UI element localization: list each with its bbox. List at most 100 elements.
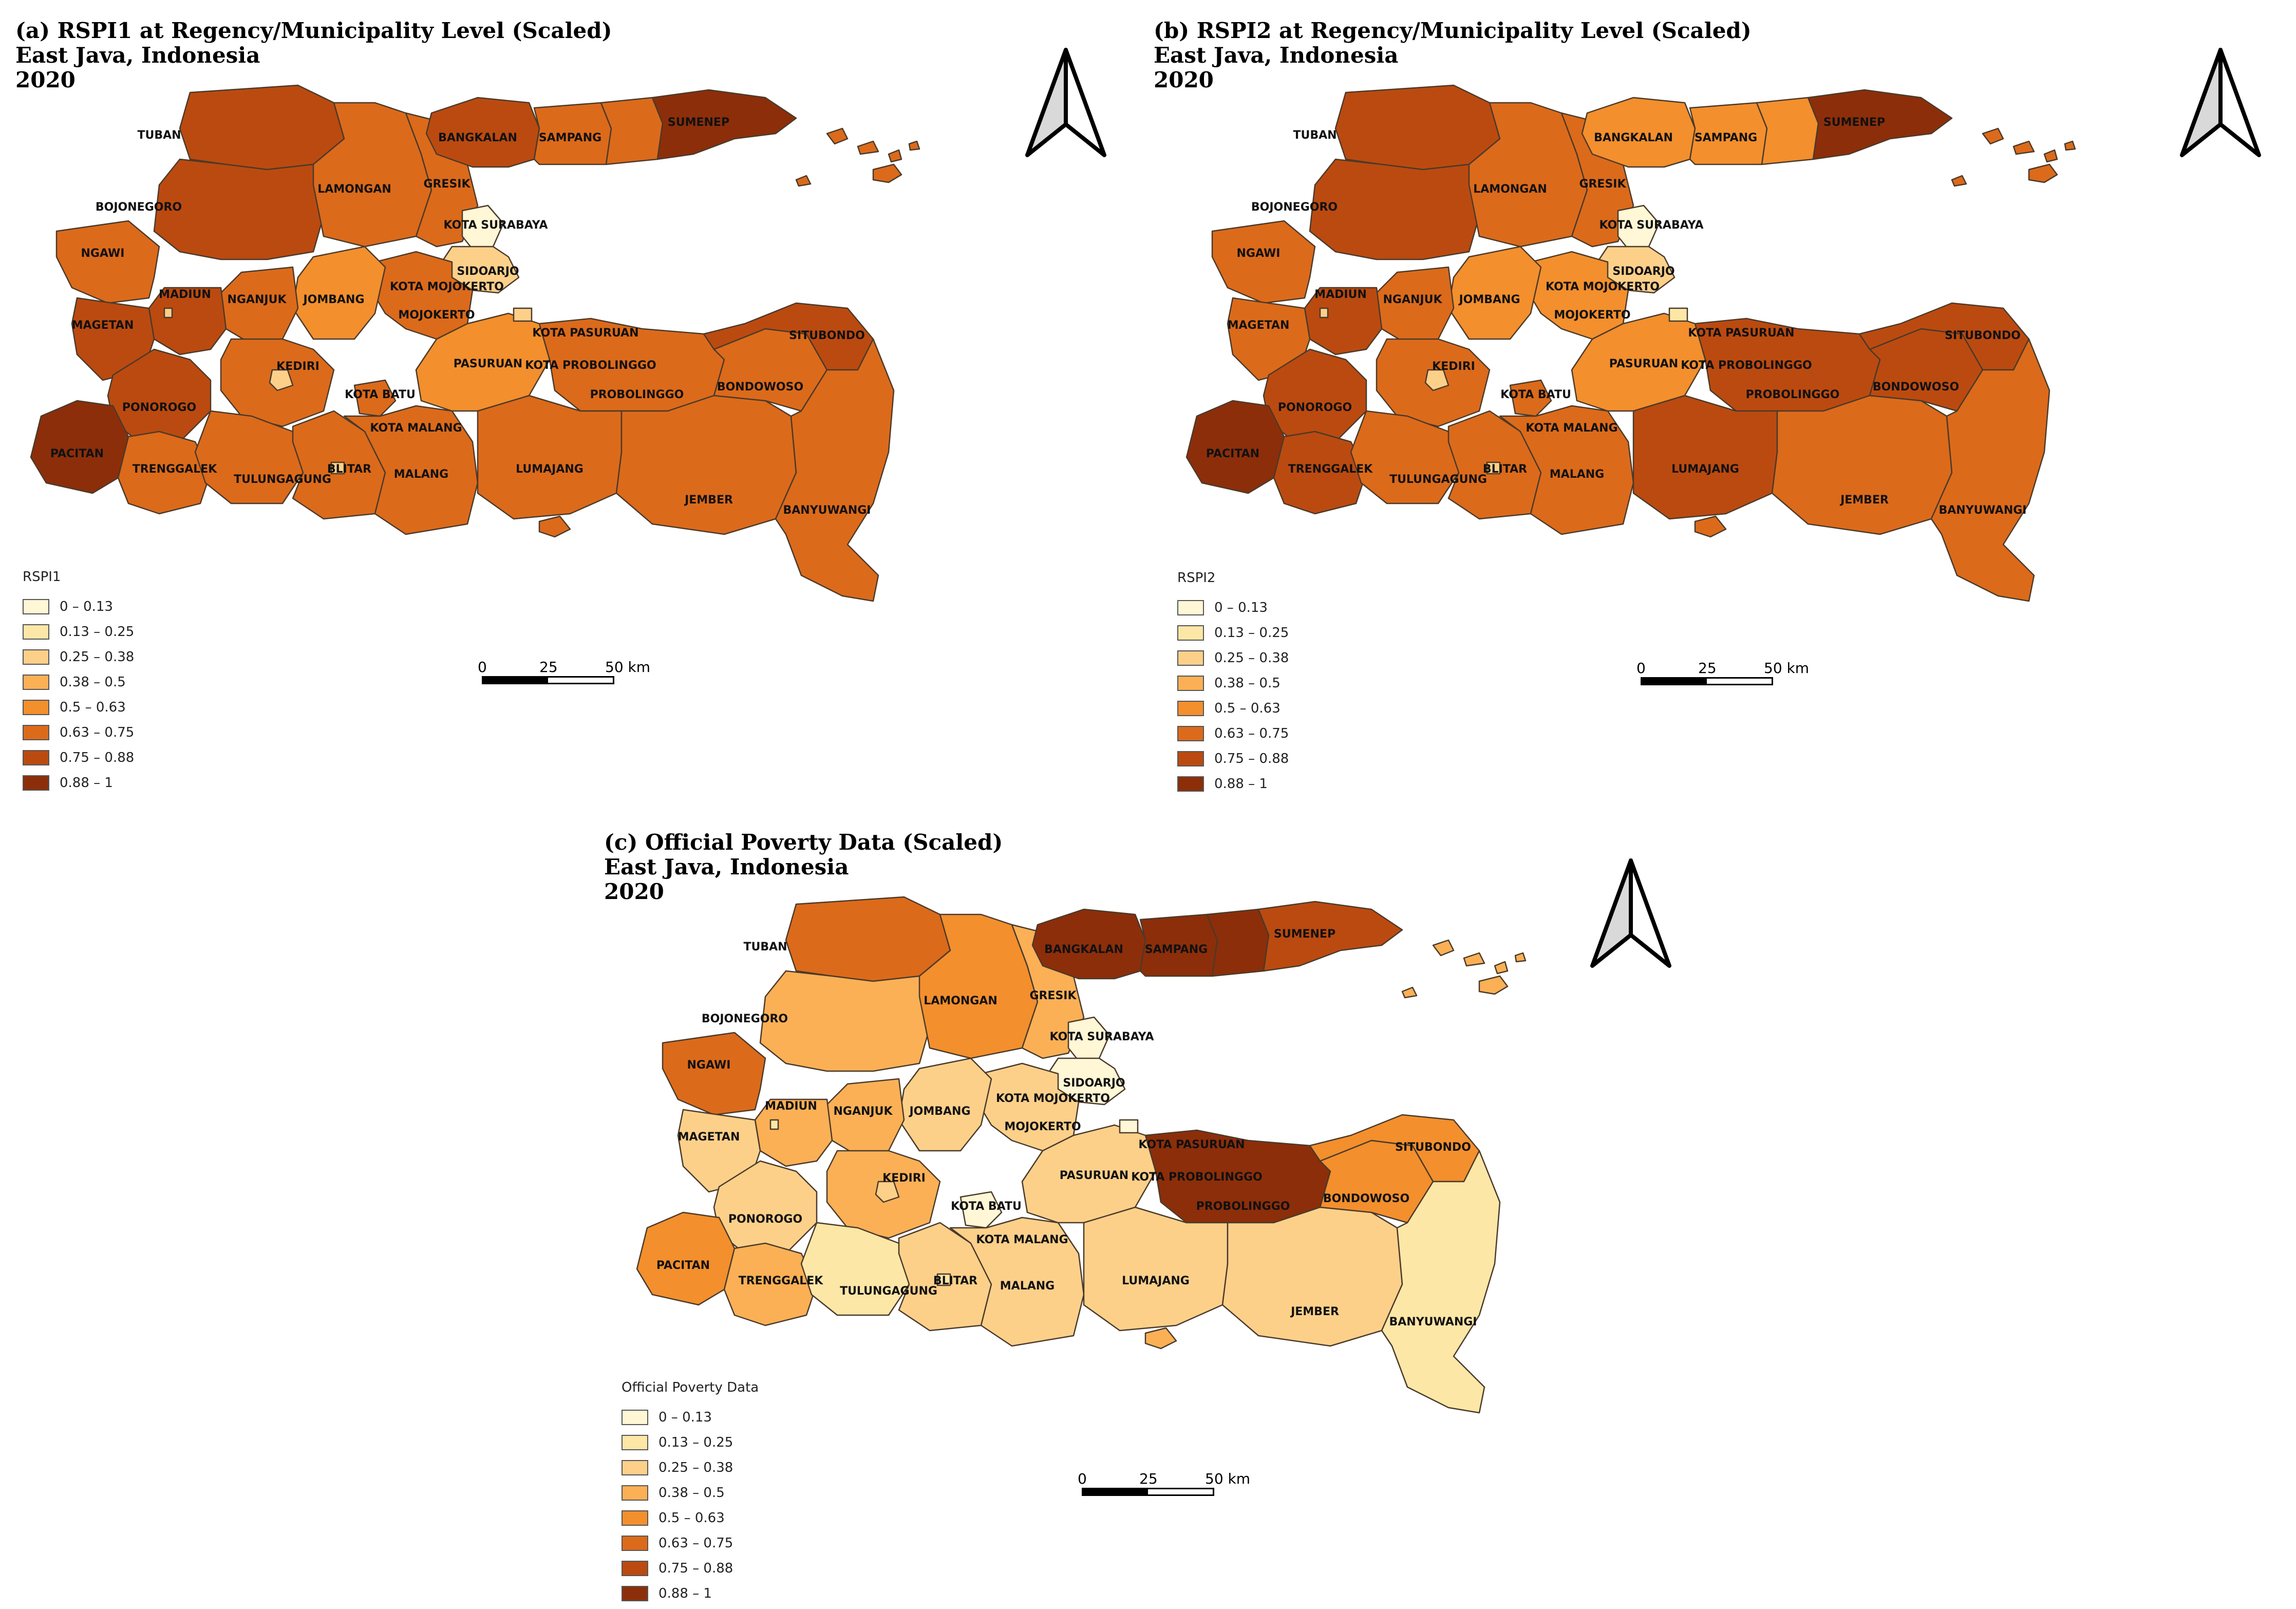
legend-item: 0.63 – 0.75 (1177, 721, 1289, 746)
region-malang (343, 405, 479, 535)
region-label: PONOROGO (728, 1213, 802, 1226)
region-label: TUBAN (743, 941, 787, 953)
legend-item: 0.75 – 0.88 (622, 1556, 759, 1581)
region-label: JOMBANG (1458, 293, 1520, 306)
region-label: PASURUAN (454, 358, 522, 370)
region-jombang (292, 246, 386, 340)
region-label: MADIUN (1314, 288, 1367, 301)
title-line-1: (a) RSPI1 at Regency/Municipality Level … (15, 18, 612, 43)
scale-label-mid: 25 (1698, 660, 1717, 677)
region-label: KEDIRI (1432, 360, 1475, 373)
region-label: BONDOWOSO (717, 381, 803, 394)
region-kota-blitar (1486, 461, 1501, 475)
region-pacitan (1185, 400, 1285, 494)
legend-swatch (622, 1510, 648, 1526)
scale-label-end: 50 km (605, 659, 651, 676)
region-label: JOMBANG (302, 293, 364, 306)
region-label: MAGETAN (678, 1131, 740, 1144)
legend-swatch (1177, 625, 1204, 641)
region-label: BANGKALAN (1594, 132, 1673, 144)
choropleth-map: TUBAN BOJONEGORO LAMONGAN GRESIK KOTA SURABA… (636, 896, 1527, 1414)
region-label: KOTA BATU (1500, 388, 1571, 401)
region-bojonegoro (1309, 158, 1480, 260)
region-jember (1771, 395, 1953, 535)
region-label: BOJONEGORO (1251, 201, 1338, 214)
legend-item: 0.25 – 0.38 (622, 1455, 759, 1480)
region-label: KOTA PASURUAN (1688, 327, 1794, 340)
region-label: BANGKALAN (438, 132, 517, 144)
region-label: SUMENEP (1274, 928, 1335, 941)
region-label: MAGETAN (1228, 319, 1290, 332)
region-kota-madiun (1319, 307, 1329, 319)
panel-b: (b) RSPI2 at Regency/Municipality Level … (1151, 0, 2296, 801)
legend-label: 0.25 – 0.38 (658, 1460, 733, 1475)
legend-label: 0.25 – 0.38 (1214, 650, 1289, 666)
region-lamongan (312, 102, 432, 248)
region-kota-madiun (163, 307, 173, 319)
region-label: SAMPANG (1695, 132, 1757, 144)
region-kota-blitar (330, 461, 345, 475)
region-kota-blitar (936, 1273, 951, 1286)
region-label: SITUBONDO (789, 329, 865, 342)
region-trenggalek (117, 431, 212, 515)
legend-item: 0.5 – 0.63 (622, 1505, 759, 1530)
legend-label: 0.63 – 0.75 (658, 1535, 733, 1551)
region-label: JEMBER (1290, 1305, 1339, 1318)
region-label: TULUNGAGUNG (1389, 473, 1487, 486)
legend-swatch (23, 699, 49, 715)
legend-label: 0.13 – 0.25 (1214, 625, 1289, 641)
region-kota-batu (959, 1191, 1003, 1229)
panel-a: (a) RSPI1 at Regency/Municipality Level … (0, 0, 1145, 801)
legend-swatch (23, 775, 49, 791)
region-label: NGAWI (1237, 247, 1281, 260)
legend: RSPI1 0 – 0.13 0.13 – 0.25 0.25 – 0.38 0.38… (23, 569, 134, 795)
region-label: PACITAN (656, 1259, 710, 1272)
region-trenggalek (1273, 431, 1367, 515)
legend-swatch (23, 674, 49, 690)
region-label: LAMONGAN (1473, 183, 1547, 196)
region-kota-kediri (875, 1181, 900, 1203)
region-label: JEMBER (684, 494, 733, 507)
region-label: SIDOARJO (457, 265, 519, 278)
region-label: PROBOLINGGO (590, 388, 684, 401)
region-label: MOJOKERTO (398, 309, 475, 322)
region-label: BANYUWANGI (783, 504, 871, 517)
legend-item: 0.88 – 1 (23, 770, 134, 795)
north-arrow-icon (1025, 48, 1106, 157)
region-kota-batu (353, 379, 397, 417)
legend-item: 0.88 – 1 (1177, 771, 1289, 796)
region-tuban (1334, 84, 1501, 171)
region-sumenep (651, 89, 797, 160)
legend-swatch (1177, 650, 1204, 666)
scale-label-end: 50 km (1205, 1470, 1251, 1487)
region-island2 (1144, 1327, 1177, 1350)
region-label: TUBAN (137, 129, 181, 142)
region-label: BANYUWANGI (1389, 1316, 1477, 1329)
region-label: LUMAJANG (1122, 1275, 1190, 1287)
legend-title: Official Poverty Data (622, 1380, 759, 1395)
scale-bar: 0 25 50 km (1636, 660, 1809, 685)
region-label: KOTA SURABAYA (1050, 1031, 1154, 1043)
region-label: PROBOLINGGO (1196, 1200, 1290, 1213)
region-banyuwangi (1930, 338, 2050, 602)
legend-label: 0.5 – 0.63 (60, 699, 126, 715)
region-label: BLITAR (327, 463, 371, 476)
title-line-3: 2020 (15, 67, 76, 92)
north-arrow-icon (2180, 48, 2261, 157)
region-label: NGANJUK (1383, 293, 1442, 306)
scale-label-mid: 25 (539, 659, 558, 676)
region-label: MALANG (394, 468, 448, 481)
region-label: SIDOARJO (1063, 1077, 1125, 1090)
region-pacitan (30, 400, 129, 494)
region-tulungagung (194, 410, 304, 504)
legend-label: 0.38 – 0.5 (1214, 675, 1281, 691)
legend-label: 0 – 0.13 (1214, 600, 1268, 615)
region-label: SAMPANG (539, 132, 601, 144)
scale-label-zero: 0 (1078, 1470, 1087, 1487)
region-label: KOTA MALANG (370, 422, 462, 435)
region-label: MOJOKERTO (1554, 309, 1630, 322)
map-title: (c) Official Poverty Data (Scaled) East … (604, 830, 1003, 904)
region-bangkalan (425, 97, 540, 168)
region-label: MOJOKERTO (1004, 1120, 1081, 1133)
region-label: KOTA PASURUAN (532, 327, 638, 340)
